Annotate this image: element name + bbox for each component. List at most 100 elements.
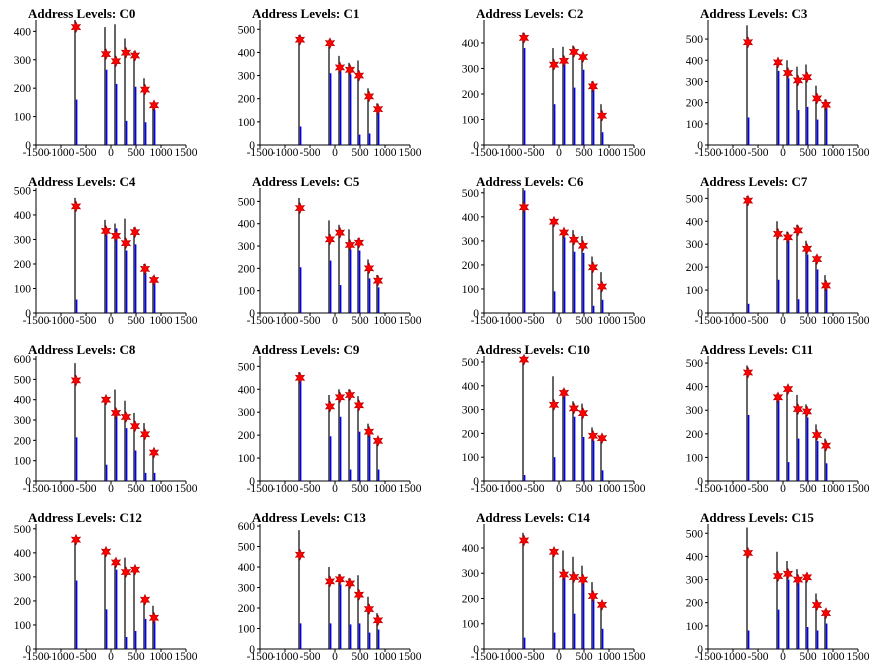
peak-marker xyxy=(577,573,589,586)
peak-marker xyxy=(353,69,365,82)
chart-panel-c10: Address Levels: C10 0 100 200 300 400 500 -1500… xyxy=(448,336,672,504)
x-tick-label: 0 xyxy=(108,483,114,495)
peak-marker xyxy=(139,262,151,275)
y-tick-label: 300 xyxy=(462,568,480,580)
x-tick-label: 1000 xyxy=(374,483,397,495)
y-tick-label: 300 xyxy=(686,239,704,251)
chart-panel-c3: Address Levels: C3 0 100 200 300 400 500 -1500-… xyxy=(672,0,896,168)
y-tick-label: 400 xyxy=(462,381,480,393)
chart-title: Address Levels: C4 xyxy=(28,174,136,189)
peak-marker xyxy=(587,261,599,274)
peak-marker xyxy=(100,224,112,237)
peak-marker xyxy=(110,556,122,569)
peak-marker xyxy=(100,48,112,61)
y-tick-label: 200 xyxy=(686,598,704,610)
chart-panel-c15: Address Levels: C15 0 100 200 300 400 500 -1500… xyxy=(672,504,896,672)
chart-title: Address Levels: C12 xyxy=(28,510,142,525)
peak-marker xyxy=(344,389,356,401)
x-tick-label: -1500 xyxy=(23,483,50,495)
x-tick-label: -500 xyxy=(747,651,768,663)
peak-marker xyxy=(100,393,112,406)
x-tick-label: 1000 xyxy=(150,483,173,495)
x-tick-label: 500 xyxy=(127,483,145,495)
peak-marker xyxy=(100,545,112,558)
peak-marker xyxy=(324,233,336,246)
x-tick-label: -1000 xyxy=(272,315,299,327)
chart-panel-c11: Address Levels: C11 0 100 200 300 400 500 -1500… xyxy=(672,336,896,504)
chart-svg: Address Levels: C10100200300400500-1500-… xyxy=(238,6,422,159)
y-tick-label: 500 xyxy=(14,374,32,386)
x-tick-label: 500 xyxy=(799,483,817,495)
chart-panel-c0: Address Levels: C0 0 100 200 300 400 -1500 -100… xyxy=(0,0,224,168)
peak-marker xyxy=(587,429,599,442)
y-tick-label: 500 xyxy=(14,185,32,197)
x-tick-label: 1000 xyxy=(598,651,621,663)
y-tick-label: 0 xyxy=(473,644,479,656)
y-tick-label: 500 xyxy=(686,193,704,205)
chart-panel-c1: Address Levels: C1 0 100 200 300 400 500 -1500-… xyxy=(224,0,448,168)
peak-marker xyxy=(518,353,530,366)
y-tick-label: 100 xyxy=(14,112,32,124)
x-tick-label: -1000 xyxy=(48,147,75,159)
x-tick-label: -1500 xyxy=(247,483,274,495)
x-tick-label: -1000 xyxy=(48,315,75,327)
chart-svg: Address Levels: C11 0 100 200 300 400 500 -1500… xyxy=(686,342,870,495)
peak-marker xyxy=(518,31,530,44)
peak-marker xyxy=(139,83,151,96)
x-tick-label: 500 xyxy=(127,651,145,663)
x-tick-label: 0 xyxy=(332,651,338,663)
peak-marker xyxy=(110,406,122,419)
peak-marker xyxy=(139,593,151,606)
chart-panel-c12: Address Levels: C12 0 100 200 300 400 500 -1500… xyxy=(0,504,224,672)
chart-title: Address Levels: C3 xyxy=(700,6,808,21)
y-tick-label: 400 xyxy=(238,219,256,231)
y-tick-label: 300 xyxy=(462,236,480,248)
peak-marker xyxy=(294,202,306,215)
peak-marker xyxy=(577,239,589,252)
x-tick-label: 1000 xyxy=(598,315,621,327)
x-tick-label: 1500 xyxy=(847,483,870,495)
y-tick-label: 500 xyxy=(238,361,256,373)
y-tick-label: 0 xyxy=(473,476,479,488)
chart-title: Address Levels: C14 xyxy=(476,510,590,525)
chart-title: Address Levels: C7 xyxy=(700,174,808,189)
peak-marker xyxy=(820,607,832,620)
y-tick-label: 500 xyxy=(686,358,704,370)
y-tick-label: 300 xyxy=(14,415,32,427)
peak-marker xyxy=(334,61,346,74)
x-tick-label: 0 xyxy=(556,147,562,159)
x-tick-label: -500 xyxy=(523,147,544,159)
chart-panel-c6: Address Levels: C6 0 100 200 300 400 500 -1500-… xyxy=(448,168,672,336)
peak-marker xyxy=(363,262,375,275)
x-tick-label: -500 xyxy=(75,483,96,495)
x-tick-label: 1000 xyxy=(374,315,397,327)
y-tick-label: 200 xyxy=(238,94,256,106)
peak-marker xyxy=(70,533,82,546)
x-tick-label: -1500 xyxy=(695,483,722,495)
x-tick-label: 1500 xyxy=(623,315,646,327)
y-tick-label: 0 xyxy=(249,308,255,320)
peak-marker xyxy=(820,439,832,452)
peak-marker xyxy=(782,567,794,580)
y-tick-label: 100 xyxy=(462,619,480,631)
peak-marker xyxy=(334,391,346,404)
x-tick-label: 1500 xyxy=(399,483,422,495)
x-tick-label: -1500 xyxy=(471,651,498,663)
x-tick-label: -500 xyxy=(747,483,768,495)
peak-marker xyxy=(811,599,823,611)
peak-marker xyxy=(363,90,375,103)
y-tick-label: 500 xyxy=(686,34,704,46)
peak-marker xyxy=(801,571,813,584)
y-tick-label: 100 xyxy=(14,620,32,632)
peak-marker xyxy=(344,577,356,590)
chart-svg: Address Levels: C14 0 100 200 300 400 -1500-10… xyxy=(462,510,646,663)
peak-marker xyxy=(558,386,570,399)
peak-marker xyxy=(792,573,804,586)
chart-svg: Address Levels: C40100200300400500-1500-… xyxy=(14,174,198,327)
chart-svg: Address Levels: C90100200300400500-1500-… xyxy=(238,342,422,495)
y-tick-label: 0 xyxy=(697,140,703,152)
chart-panel-c5: Address Levels: C5 0 100 200 300 400 500 -1500-… xyxy=(224,168,448,336)
peak-marker xyxy=(129,49,141,62)
x-tick-label: -1500 xyxy=(23,315,50,327)
peak-marker xyxy=(148,273,160,286)
